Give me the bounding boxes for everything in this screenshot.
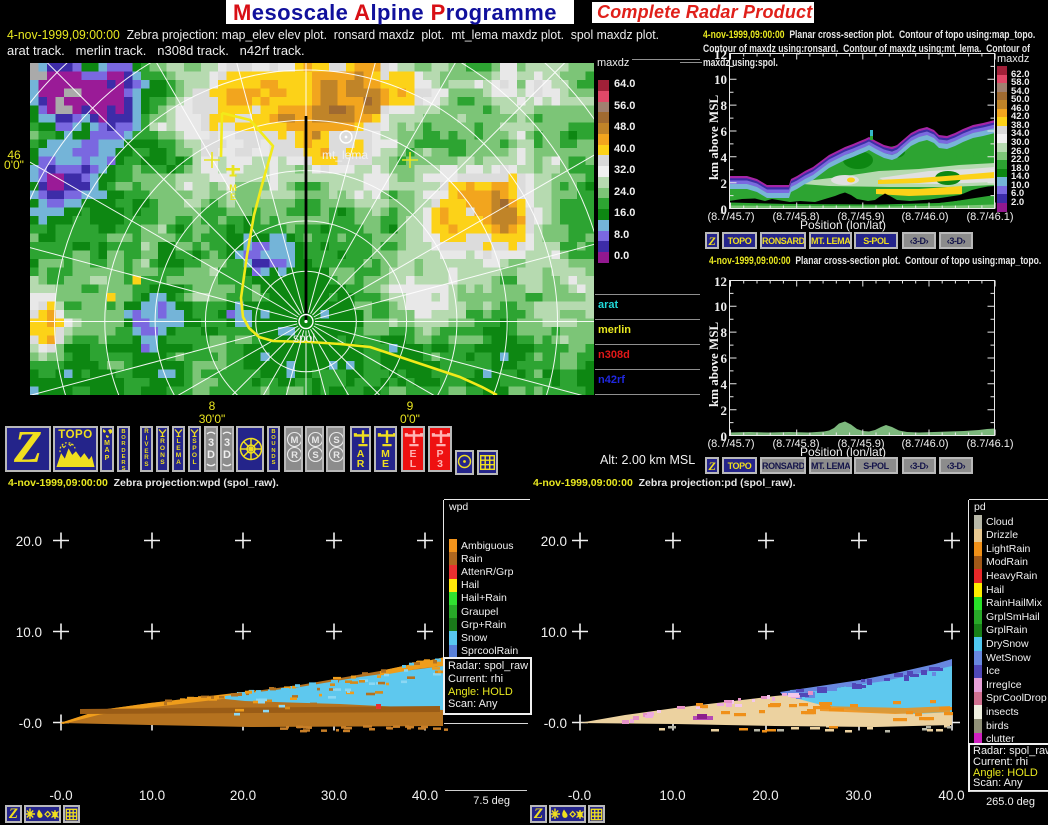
svg-text:R: R <box>333 450 340 461</box>
svg-text:R: R <box>291 450 298 461</box>
svg-text:3: 3 <box>224 437 230 449</box>
svg-text:D: D <box>223 449 231 461</box>
svg-text:3: 3 <box>208 437 214 449</box>
svg-text:M: M <box>291 435 299 446</box>
svg-text:D: D <box>207 449 215 461</box>
svg-text:M: M <box>312 435 320 446</box>
svg-text:S: S <box>312 450 318 461</box>
svg-text:S: S <box>333 435 339 446</box>
